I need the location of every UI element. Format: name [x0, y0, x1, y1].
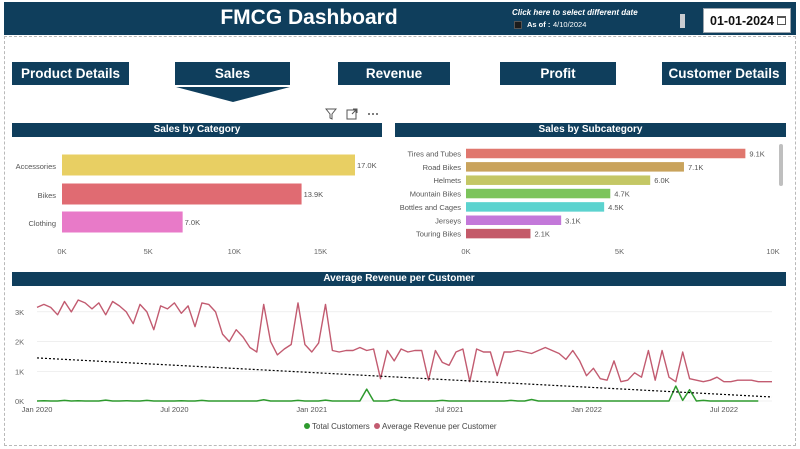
category-label: Bikes — [38, 191, 57, 200]
filter-icon[interactable] — [325, 108, 337, 120]
dashboard-title: FMCG Dashboard — [220, 6, 398, 29]
subcategory-data-label: 7.1K — [688, 163, 703, 172]
x-tick-label: 5K — [144, 247, 153, 256]
subcategory-bar — [466, 148, 746, 159]
date-slider-handle[interactable] — [680, 14, 685, 28]
category-bar — [62, 183, 302, 205]
subcategory-bar — [466, 215, 562, 225]
avg-revenue-line — [36, 299, 772, 383]
nav-customer-details[interactable]: Customer Details — [662, 62, 786, 85]
subcategory-bar — [466, 202, 605, 212]
subcategory-data-label: 9.1K — [749, 150, 764, 159]
selected-tab-pointer — [176, 87, 290, 102]
y-tick-label: 2K — [15, 338, 24, 347]
legend-marker — [374, 423, 380, 429]
sales-by-category-chart: Accessories 17.0K Bikes 13.9K Clothing 7.0K 0K… — [16, 154, 377, 256]
category-data-label: 7.0K — [185, 218, 200, 227]
subcategory-data-label: 4.5K — [608, 203, 623, 212]
subcategory-label: Mountain Bikes — [410, 190, 462, 199]
avg-revenue-title: Average Revenue per Customer — [12, 272, 786, 286]
category-bar — [62, 154, 355, 176]
as-of-indicator — [514, 21, 522, 29]
trend-line — [36, 357, 773, 398]
x-tick-label: Jan 2022 — [571, 405, 602, 414]
header-bar: FMCG Dashboard Click here to select diff… — [4, 2, 796, 35]
subcategory-data-label: 6.0K — [654, 176, 669, 185]
y-tick-label: 3K — [15, 308, 24, 317]
subcategory-data-label: 2.1K — [534, 230, 549, 239]
category-data-label: 13.9K — [304, 190, 324, 199]
total-customers-line — [36, 385, 759, 402]
more-options-icon[interactable] — [367, 108, 379, 120]
category-data-label: 17.0K — [357, 161, 377, 170]
y-tick-label: 1K — [15, 367, 24, 376]
subcategory-label: Tires and Tubes — [408, 150, 462, 159]
category-bar — [62, 211, 183, 233]
x-tick-label: 0K — [461, 247, 470, 256]
avg-revenue-chart: 0K 1K 2K 3K Jan 2020 Jul 2020 Jan 2021 Jul 2021… — [15, 299, 773, 431]
y-tick-label: 0K — [15, 397, 24, 406]
subcategory-label: Touring Bikes — [416, 230, 461, 239]
subcategory-bar — [466, 175, 651, 185]
nav-product-details[interactable]: Product Details — [12, 62, 129, 85]
subcategory-bar — [466, 228, 531, 239]
subcategory-label: Jerseys — [435, 216, 461, 225]
x-tick-label: 5K — [615, 247, 624, 256]
nav-sales[interactable]: Sales — [175, 62, 290, 85]
x-tick-label: 10K — [766, 247, 779, 256]
legend-marker — [304, 423, 310, 429]
subcategory-bar — [466, 188, 611, 199]
legend-label: Total Customers — [312, 422, 370, 431]
x-tick-label: Jan 2021 — [296, 405, 327, 414]
date-picker-value[interactable]: 01-01-2024 — [710, 14, 774, 28]
subcategory-bar — [466, 162, 684, 172]
nav-revenue[interactable]: Revenue — [338, 62, 450, 85]
x-tick-label: Jul 2022 — [710, 405, 738, 414]
calendar-icon[interactable] — [777, 16, 786, 25]
x-tick-label: Jul 2020 — [160, 405, 188, 414]
x-tick-label: 0K — [57, 247, 66, 256]
date-hint: Click here to select different date — [512, 8, 638, 17]
sales-by-subcategory-title: Sales by Subcategory — [395, 123, 786, 137]
subcategory-label: Helmets — [433, 176, 461, 185]
nav-profit[interactable]: Profit — [500, 62, 616, 85]
subcategory-data-label: 3.1K — [565, 216, 580, 225]
sales-by-subcategory-chart: Tires and Tubes 9.1K Road Bikes 7.1K Helmets… — [400, 144, 783, 256]
as-of-value: 4/10/2024 — [553, 20, 587, 29]
scrollbar-thumb — [779, 144, 783, 186]
category-label: Accessories — [16, 162, 57, 171]
focus-mode-icon[interactable] — [346, 108, 358, 120]
report-canvas — [4, 36, 796, 446]
as-of-label: As of : — [527, 20, 551, 29]
subcategory-data-label: 4.7K — [614, 190, 629, 199]
x-tick-label: 15K — [314, 247, 327, 256]
subcategory-label: Bottles and Cages — [400, 203, 462, 212]
subcategory-label: Road Bikes — [423, 163, 462, 172]
legend-label: Average Revenue per Customer — [382, 422, 497, 431]
category-label: Clothing — [28, 219, 56, 228]
x-tick-label: Jul 2021 — [435, 405, 463, 414]
date-picker[interactable]: 01-01-2024 — [703, 8, 791, 33]
x-tick-label: 10K — [228, 247, 241, 256]
x-tick-label: Jan 2020 — [22, 405, 53, 414]
sales-by-category-title: Sales by Category — [12, 123, 382, 137]
